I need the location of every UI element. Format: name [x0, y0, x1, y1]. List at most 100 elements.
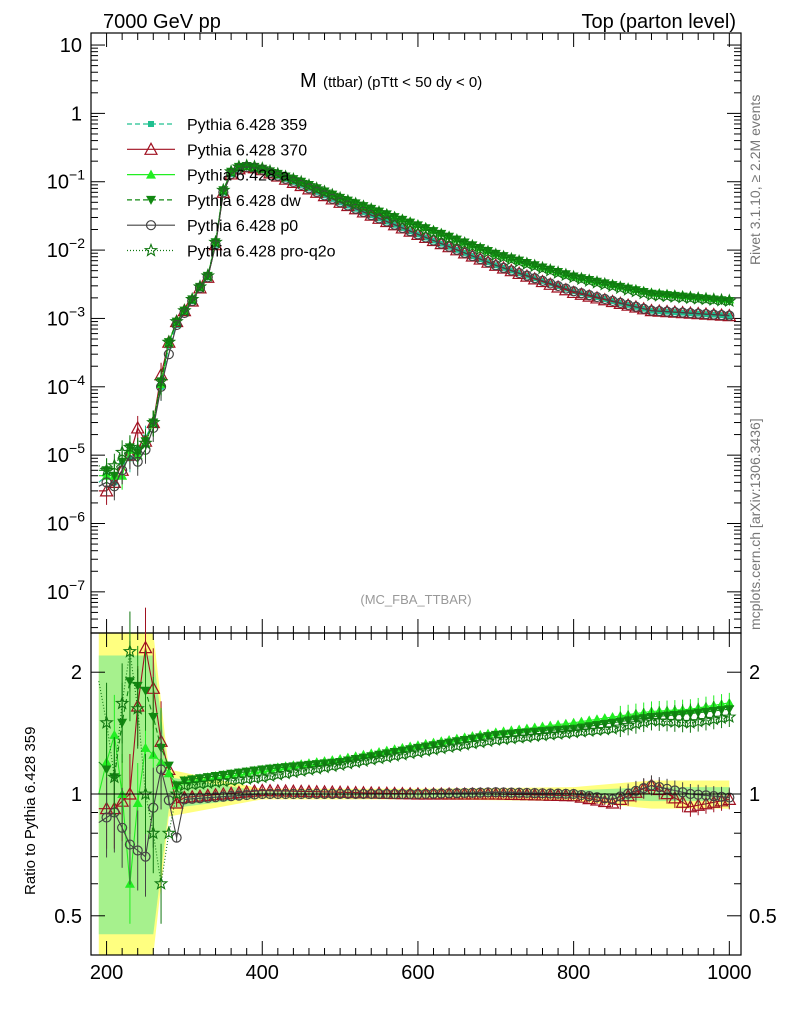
data-point [146, 414, 161, 429]
data-point [529, 261, 540, 271]
legend-marker [148, 121, 154, 127]
data-point [514, 256, 525, 266]
main-series-4 [98, 161, 735, 501]
ratio-point [521, 787, 533, 799]
data-point [654, 306, 665, 317]
data-point [231, 159, 247, 173]
x-tick-label: 400 [246, 962, 279, 984]
x-tick-label: 1000 [707, 962, 752, 984]
legend-marker [145, 220, 157, 231]
data-point [451, 235, 462, 245]
data-point [652, 287, 667, 302]
ratio-point [514, 729, 525, 739]
data-point [130, 420, 145, 434]
ratio-point [451, 737, 462, 747]
ratio-point [138, 786, 153, 801]
ratio-point [722, 709, 737, 724]
ratio-point [117, 822, 128, 833]
data-point [122, 439, 138, 454]
data-point [436, 229, 447, 239]
data-point [659, 288, 675, 303]
ratio-point [543, 727, 558, 741]
data-point [620, 282, 636, 296]
data-point [192, 279, 208, 293]
y-tick-label: 10−6 [47, 508, 85, 535]
ratio-point [519, 729, 535, 744]
ratio-point [140, 686, 151, 696]
ratio-point [693, 789, 704, 800]
ratio-point [568, 717, 579, 727]
ratio-point [535, 727, 550, 742]
ratio-point [475, 787, 486, 798]
data-point [700, 309, 712, 320]
legend-entry: Pythia 6.428 370 [127, 142, 307, 159]
ratio-point [667, 790, 682, 804]
data-point [428, 227, 439, 237]
ratio-point [566, 724, 581, 739]
ratio-point [122, 643, 138, 658]
data-point [527, 258, 542, 273]
data-point [475, 244, 486, 254]
ratio-point [521, 728, 532, 738]
ratio-point [683, 799, 698, 813]
data-point [434, 227, 449, 242]
ratio-point [101, 812, 112, 823]
ratio-point [140, 742, 151, 752]
data-point [374, 207, 385, 217]
data-point [381, 210, 392, 220]
ratio-point [677, 787, 688, 798]
ratio-line [98, 651, 730, 884]
data-point [630, 301, 642, 312]
ratio-point [155, 764, 167, 775]
analysis-watermark: (MC_FBA_TTBAR) [360, 592, 471, 607]
data-point [255, 161, 270, 175]
ratio-y-tick-label: 0.5 [54, 906, 82, 928]
data-point [444, 232, 455, 242]
data-point [473, 241, 488, 256]
ratio-y-tick-label-right: 0.5 [749, 906, 777, 928]
ratio-y-tick-label-right: 1 [749, 784, 760, 806]
ratio-point [247, 770, 262, 785]
ratio-point [467, 787, 478, 798]
data-point [519, 256, 535, 270]
data-point [576, 288, 587, 299]
data-point [405, 218, 416, 228]
ratio-point [506, 729, 517, 739]
series-line [98, 166, 730, 492]
data-point [488, 247, 503, 262]
data-point [638, 303, 649, 314]
data-point [163, 349, 174, 360]
data-point [270, 166, 286, 181]
ratio-point [132, 798, 143, 808]
data-point [363, 202, 379, 216]
ratio-point [504, 730, 519, 745]
data-point [667, 289, 682, 304]
data-point [568, 286, 579, 297]
tick-labels: 10 1 10−1 10−2 10−3 10−4 10−5 10−6 10−7 200 400 600… [47, 35, 777, 984]
data-point [504, 251, 519, 266]
main-series-2 [98, 160, 735, 490]
data-point [294, 174, 309, 189]
ratio-point [99, 715, 114, 729]
ratio-point [550, 726, 566, 740]
ratio-point [607, 711, 618, 721]
data-point [412, 221, 423, 231]
legend: Pythia 6.428 359 Pythia 6.428 370 Pythia 6… [127, 117, 336, 261]
data-point [216, 182, 231, 197]
ratio-point [706, 795, 721, 808]
ratio-point [576, 789, 587, 801]
data-point [566, 269, 581, 284]
ratio-point [482, 787, 494, 798]
legend-marker [143, 142, 159, 155]
ratio-point [163, 761, 174, 771]
data-point [589, 275, 605, 289]
data-point [685, 308, 696, 319]
main-series-5 [98, 158, 737, 485]
data-point [138, 435, 153, 450]
legend-label: Pythia 6.428 370 [187, 142, 307, 159]
data-point [483, 247, 494, 257]
ratio-point [208, 774, 223, 789]
plot-title-suffix: (ttbar) (pTtt < 50 dy < 0) [323, 74, 482, 91]
data-point [379, 207, 394, 222]
